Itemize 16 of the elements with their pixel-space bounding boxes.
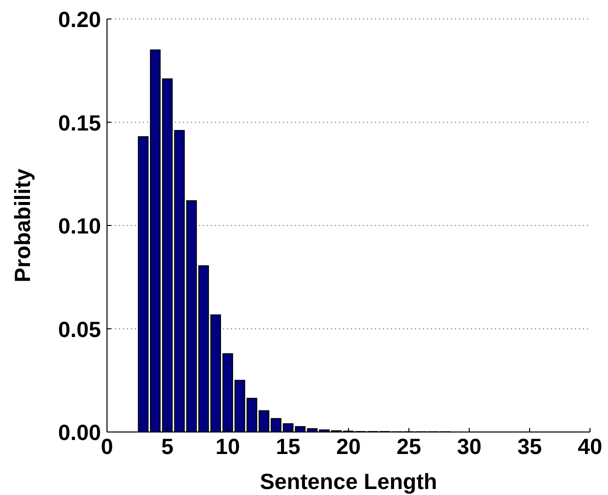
- y-tick-label: 0.10: [58, 214, 101, 238]
- y-tick-label: 0.05: [58, 316, 101, 342]
- x-tick-label: 25: [396, 434, 422, 459]
- x-tick-label: 40: [578, 434, 602, 459]
- x-tick-label: 0: [100, 434, 114, 459]
- x-tick-label: 15: [276, 434, 300, 459]
- x-tick-label: 10: [216, 434, 240, 459]
- x-axis-title: Sentence Length: [260, 469, 438, 494]
- x-tick-label: 5: [161, 434, 174, 459]
- x-tick-label: 35: [517, 434, 542, 459]
- x-tick-label: 20: [336, 434, 361, 459]
- y-axis-title: Probability: [10, 168, 35, 282]
- y-tick-label: 0.20: [58, 7, 101, 32]
- x-tick-label: 30: [457, 434, 482, 459]
- y-tick-label: 0.00: [58, 420, 101, 445]
- y-tick-label: 0.15: [58, 110, 101, 136]
